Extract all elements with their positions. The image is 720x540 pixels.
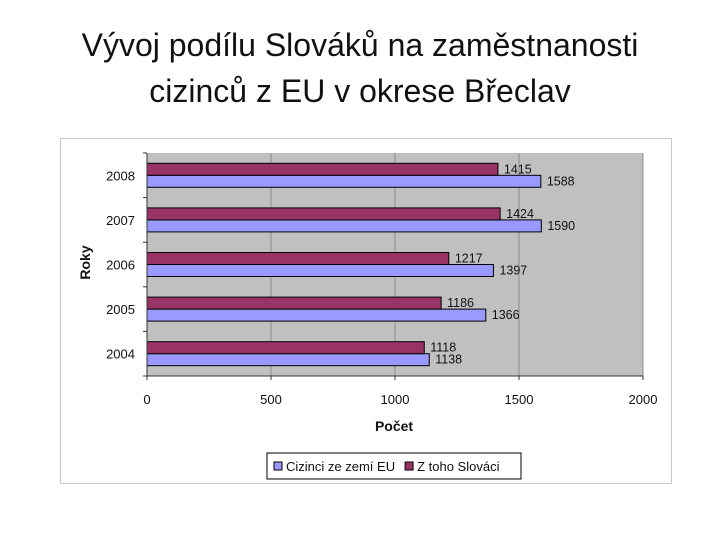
bar (146, 353, 430, 367)
y-tick-label: 2007 (106, 213, 135, 228)
data-label: 1366 (492, 308, 520, 322)
bar (146, 308, 487, 322)
y-axis-ticks: 2004 2005 2006 2007 2008 (106, 152, 148, 377)
data-label: 1217 (455, 252, 483, 266)
bar (146, 162, 499, 176)
data-label: 1118 (430, 341, 456, 355)
data-label: 1415 (504, 162, 532, 176)
data-label: 1588 (547, 174, 575, 188)
y-tick-label: 2008 (106, 168, 135, 183)
bar (146, 174, 542, 188)
x-tick-label: 2000 (629, 392, 658, 407)
data-label: 1138 (435, 353, 462, 367)
x-axis-title: Počet (375, 418, 413, 434)
bar (146, 252, 450, 265)
slide-title-line-1: Vývoj podílu Slováků na zaměstnanosti (81, 27, 639, 63)
data-label: 1424 (506, 207, 534, 221)
legend: Cizinci ze zemí EU Z toho Slováci (266, 452, 522, 480)
y-axis-title: Roky (77, 245, 93, 279)
legend-box (266, 452, 522, 480)
x-tick-label: 500 (260, 392, 282, 407)
data-label: 1186 (447, 296, 474, 310)
bar (146, 296, 442, 310)
data-label: 1397 (499, 264, 527, 278)
legend-swatch (273, 461, 283, 471)
legend-label: Z toho Slováci (417, 459, 499, 474)
slide-title-line-2: cizinců z EU v okrese Břeclav (149, 73, 571, 109)
slide-title: Vývoj podílu Slováků na zaměstnanosti ci… (0, 22, 720, 114)
y-tick-label: 2006 (106, 258, 135, 273)
x-tick-label: 0 (143, 392, 150, 407)
y-tick-label: 2004 (106, 347, 135, 362)
x-tick-label: 1500 (505, 392, 534, 407)
y-tick-label: 2005 (106, 302, 135, 317)
legend-swatch (404, 461, 414, 471)
x-tick-label: 1000 (381, 392, 410, 407)
x-axis-ticks: 0 500 1000 1500 2000 (143, 375, 658, 407)
bar (146, 207, 501, 221)
legend-label: Cizinci ze zemí EU (286, 459, 395, 474)
bar (146, 219, 542, 233)
data-label: 1590 (547, 219, 575, 233)
bar (146, 341, 425, 355)
bar (146, 264, 494, 277)
